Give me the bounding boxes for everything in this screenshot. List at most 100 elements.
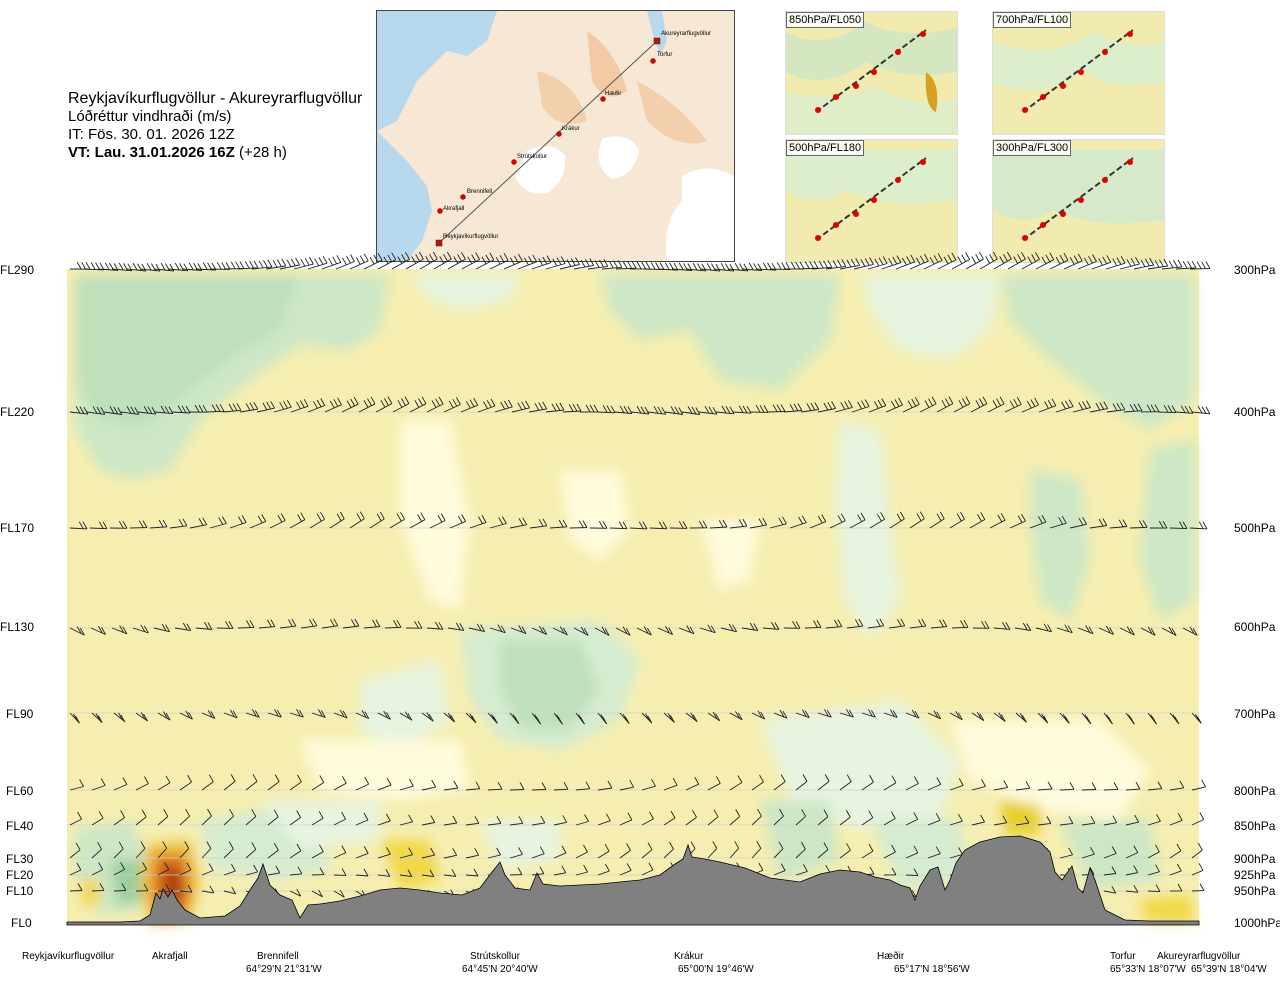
wind-barb-shaft: [825, 265, 846, 270]
wind-barb-feather: [937, 253, 943, 261]
wind-barb-feather: [1147, 626, 1153, 635]
wind-barb-shaft: [619, 819, 633, 826]
wind-barb-feather: [785, 262, 791, 270]
wind-barb-feather: [1191, 260, 1197, 269]
wind-barb-feather: [147, 406, 153, 414]
wind-barb-feather: [1156, 814, 1161, 822]
wind-barb-shaft: [489, 523, 507, 529]
wind-barb-feather: [100, 407, 106, 415]
wind-barb-feather: [244, 261, 250, 269]
wind-barb-shaft: [971, 821, 985, 826]
wind-barb-feather: [500, 625, 506, 633]
wind-barb-shaft: [927, 712, 941, 720]
wind-barb-feather: [913, 845, 919, 854]
wind-barb-shaft: [113, 848, 124, 859]
wind-barb-feather: [924, 253, 929, 262]
wind-barb-feather: [1106, 625, 1111, 634]
wind-barb-shaft: [773, 712, 788, 719]
wind-barb-shaft: [157, 869, 169, 876]
wind-barb-shaft: [613, 411, 632, 414]
wind-barb-feather: [1068, 399, 1074, 407]
wind-barb-feather: [874, 401, 879, 409]
wind-barb-feather: [585, 404, 591, 413]
wind-barb-feather: [188, 262, 194, 271]
wind-barb-feather: [763, 405, 769, 413]
wind-barb-shaft: [469, 521, 487, 529]
wind-barb-shaft: [888, 625, 905, 629]
wind-barb-feather: [797, 403, 803, 411]
wind-barb-feather: [383, 256, 389, 265]
wind-barb-feather: [936, 513, 942, 522]
wind-barb-feather: [888, 258, 893, 266]
wind-barb-feather: [617, 260, 623, 268]
wind-barb-shaft: [597, 870, 610, 876]
wind-barb-shaft: [179, 890, 193, 893]
wind-barb-feather: [1118, 519, 1124, 528]
wind-barb-feather: [757, 808, 762, 817]
route-title: Reykjavíkurflugvöllur - Akureyrarflugvöl…: [68, 90, 363, 107]
wind-barb-feather: [146, 262, 152, 271]
wind-barb-feather: [1134, 814, 1140, 823]
wind-barb-shaft: [663, 784, 678, 791]
wind-barb-feather: [210, 711, 216, 719]
route-map: Akureyrarflugvöllur Torfur Hæðir Krákur …: [376, 10, 735, 262]
wind-barb-feather: [915, 257, 921, 265]
wind-barb-feather: [101, 627, 106, 635]
wind-barb-shaft: [713, 268, 734, 272]
wind-barb-feather: [1189, 626, 1195, 635]
wind-barb-shaft: [773, 781, 786, 791]
wind-barb-feather: [906, 256, 911, 264]
wind-barb-feather: [580, 626, 586, 635]
wind-barb-shaft: [189, 524, 207, 529]
wind-barb-shaft: [333, 782, 347, 791]
wind-barb-shaft: [883, 782, 897, 791]
wind-barb-shaft: [553, 872, 566, 876]
panel-300hpa-label: 300hPa/FL300: [993, 140, 1072, 156]
wind-barb-feather: [890, 811, 896, 819]
wind-barb-feather: [452, 848, 458, 856]
wind-barb-feather: [1155, 864, 1160, 872]
wind-barb-feather: [283, 400, 288, 409]
wind-barb-shaft: [341, 403, 359, 413]
wind-barb-feather: [735, 711, 740, 719]
wind-barb-shaft: [741, 627, 758, 631]
wind-barb-feather: [230, 261, 236, 270]
wind-barb-feather: [435, 621, 440, 630]
wind-barb-feather: [559, 626, 565, 634]
wind-barb-feather: [1162, 520, 1168, 529]
wind-barb-feather: [363, 400, 369, 408]
wind-barb-feather: [522, 517, 528, 525]
wind-barb-shaft: [1007, 258, 1026, 270]
wind-barb-feather: [417, 620, 423, 629]
wind-barb-shaft: [377, 784, 392, 791]
wind-barb-feather: [626, 863, 632, 871]
wind-barb-feather: [692, 714, 698, 722]
wind-barb-feather: [132, 262, 138, 271]
wind-barb-feather: [202, 517, 208, 525]
wind-barb-shaft: [421, 822, 435, 826]
waypoint-krakur-coord: 65°00'N 19°46'W: [678, 964, 754, 975]
wind-barb-feather: [274, 708, 279, 717]
wind-barb-feather: [823, 809, 829, 817]
wind-barb-shaft: [905, 852, 919, 859]
wind-barb-feather: [281, 258, 287, 267]
wind-barb-feather: [245, 403, 251, 411]
wind-barb-feather: [120, 714, 126, 723]
wind-barb-feather: [846, 774, 852, 782]
wind-barb-shaft: [153, 627, 170, 633]
wind-barb-feather: [992, 400, 998, 408]
wind-barb-feather: [858, 618, 864, 627]
wind-barb-feather: [409, 778, 414, 787]
wind-barb-feather: [1111, 866, 1117, 874]
wind-barb-feather: [1055, 256, 1061, 265]
wind-barb-feather: [104, 262, 110, 271]
wind-barb-shaft: [755, 268, 777, 271]
wind-barb-shaft: [443, 404, 461, 413]
wind-barb-feather: [721, 405, 727, 414]
wind-barb-shaft: [1174, 411, 1194, 414]
wind-barb-feather: [939, 511, 945, 520]
wind-barb-feather: [142, 862, 147, 870]
wind-barb-feather: [314, 258, 320, 266]
wind-barb-feather: [692, 810, 697, 818]
